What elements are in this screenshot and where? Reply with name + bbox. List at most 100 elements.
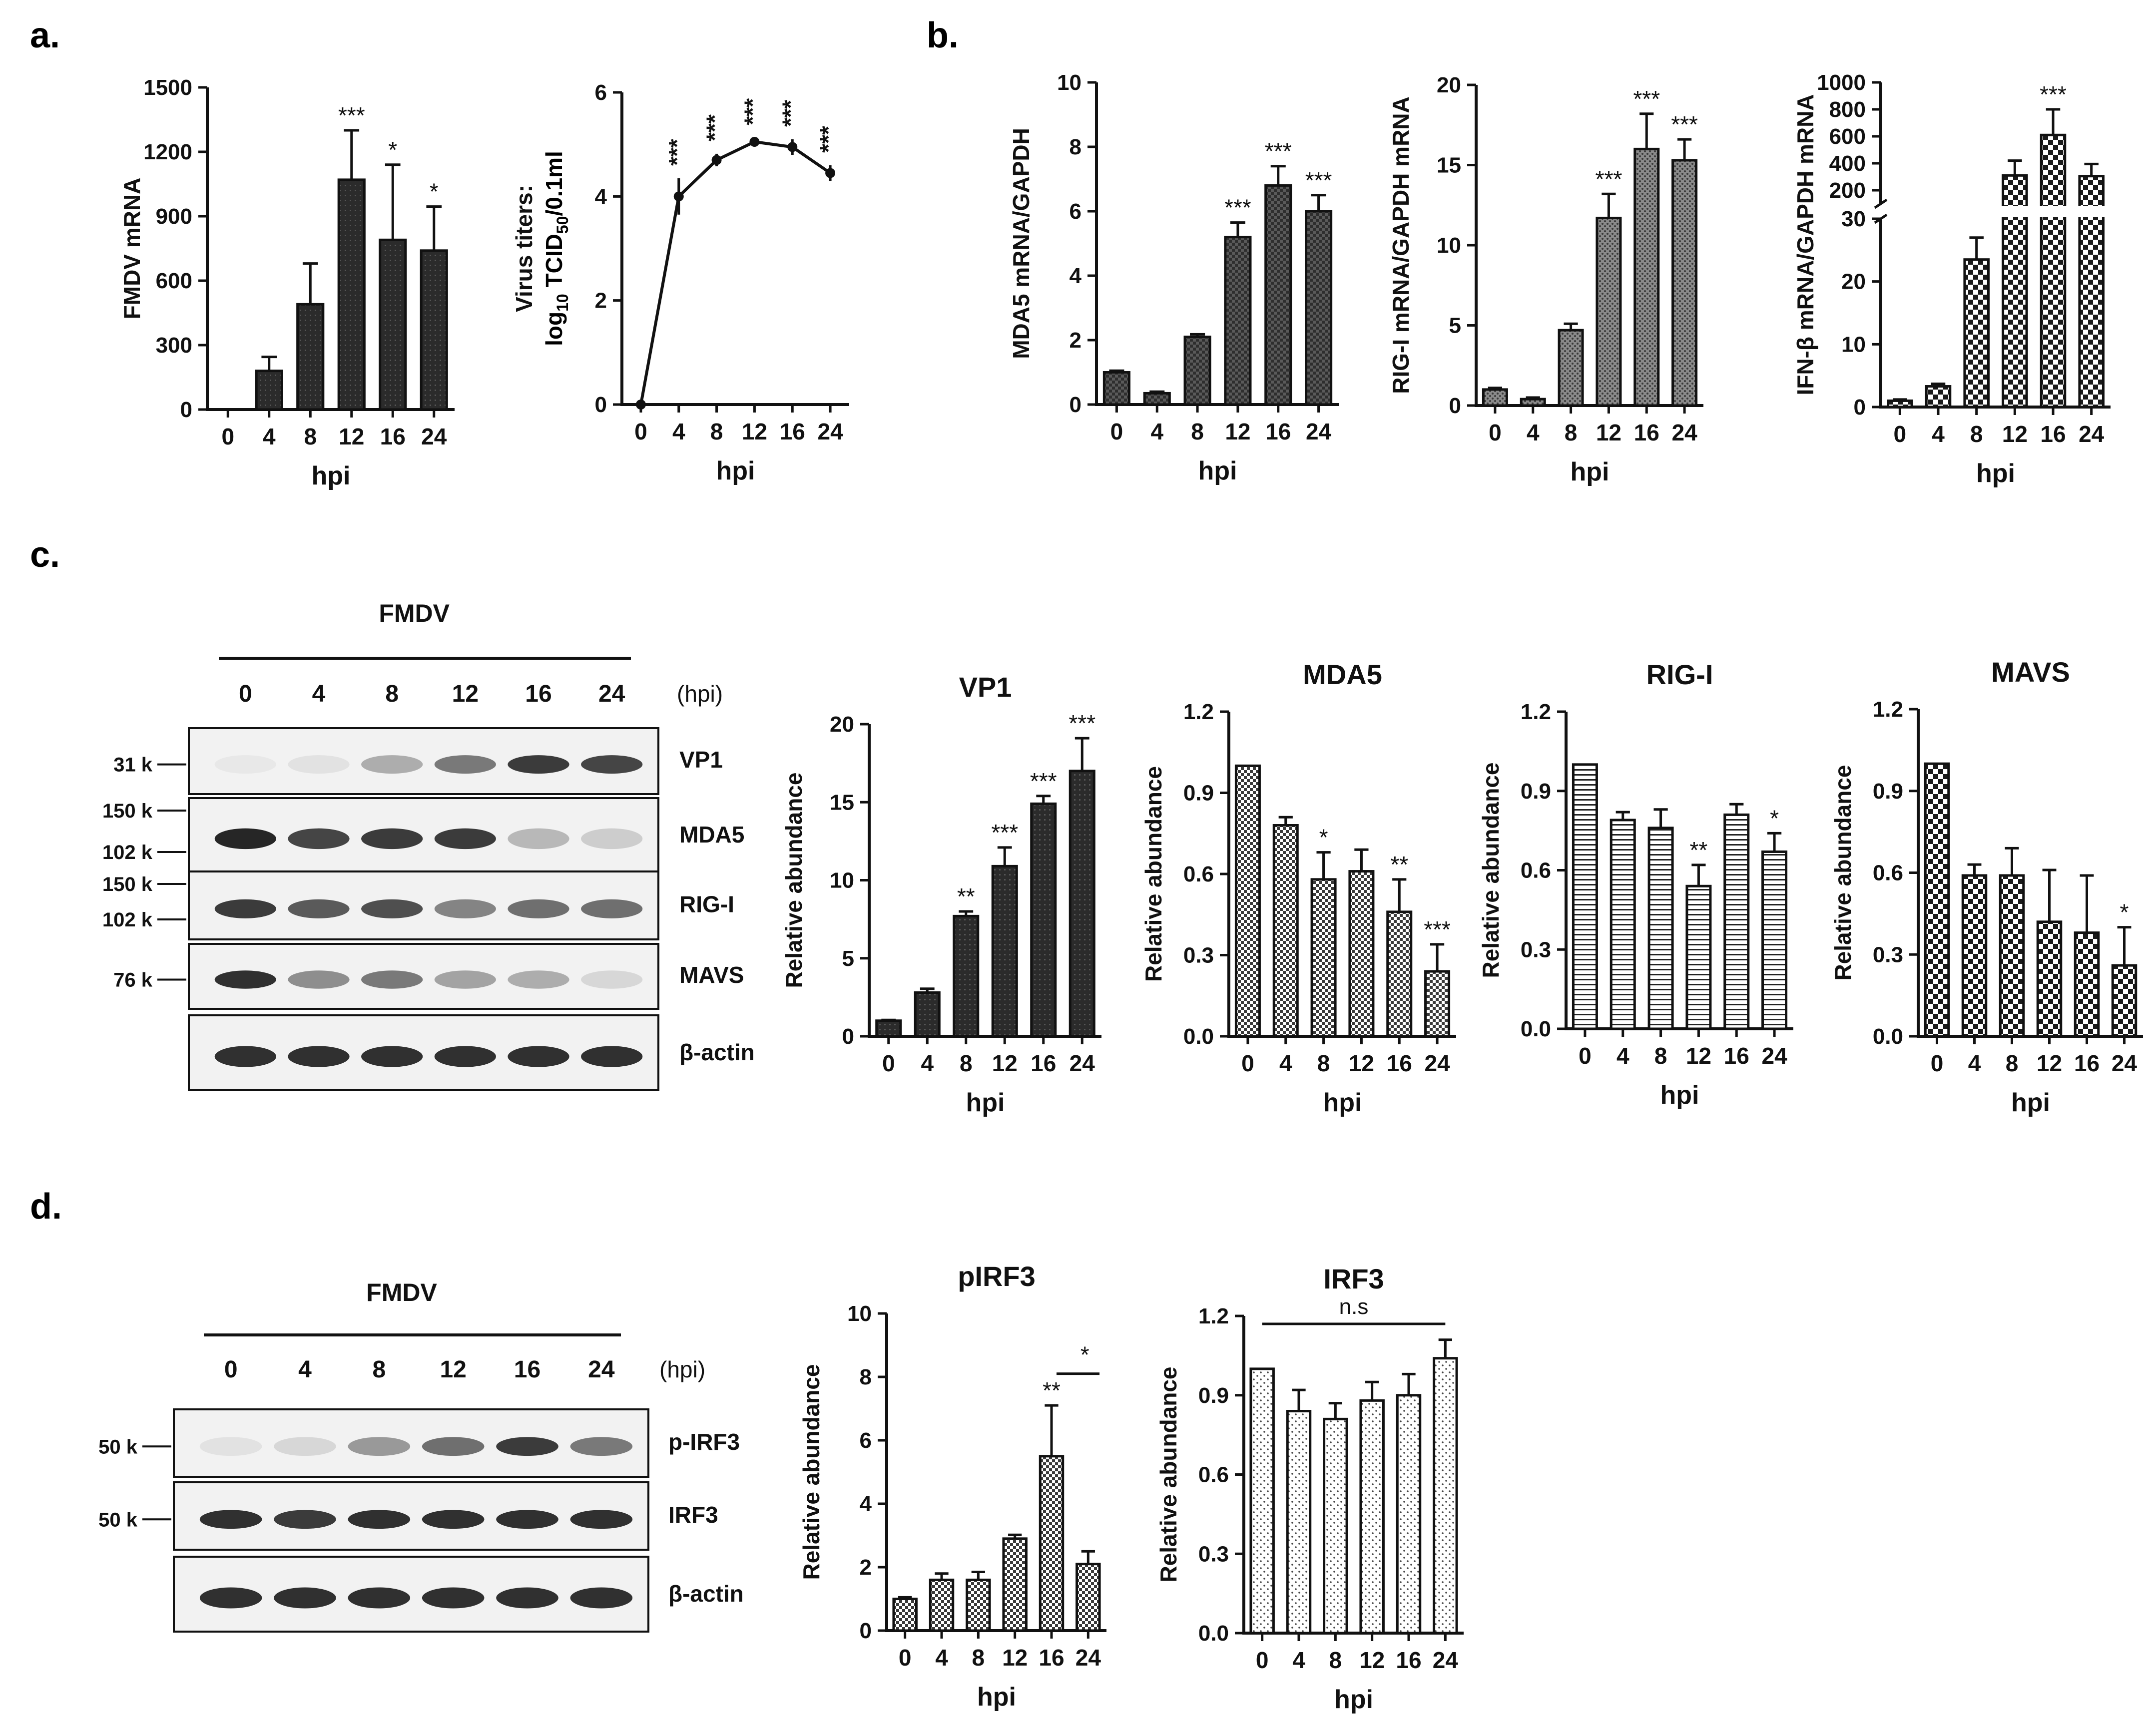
- blot-lane-label: 8: [372, 1356, 386, 1383]
- bar: [966, 1578, 991, 1632]
- y-axis-label: Relative abundance: [1155, 1366, 1181, 1582]
- blot-protein-label: MDA5: [679, 822, 744, 848]
- significance-label: ***: [1224, 195, 1251, 221]
- significance-label: *: [388, 137, 397, 163]
- y-tick-label: 0.9: [1183, 781, 1214, 806]
- bar: [1723, 813, 1750, 1030]
- western-blot-d: FMDV 0 4 8 12 16 24 (hpi) p-IRF3 50 k IRF3 50 k β-ac…: [98, 1279, 744, 1633]
- y-axis-label: Relative abundance: [1478, 762, 1504, 978]
- bar: [914, 991, 941, 1038]
- y-tick-label: 0: [842, 1024, 854, 1049]
- blot-band: [214, 970, 276, 989]
- x-tick-label: 8: [304, 424, 317, 449]
- y-tick-label: 4: [595, 184, 607, 209]
- bar: [379, 238, 407, 411]
- bar: [1102, 371, 1130, 406]
- x-tick-label: 24: [817, 419, 843, 444]
- blot-band: [199, 1437, 262, 1456]
- blot-membrane: [173, 1408, 649, 1478]
- x-tick-label: 12: [1359, 1647, 1385, 1673]
- blot-protein-label: p-IRF3: [668, 1429, 740, 1455]
- bar: [1887, 399, 1913, 409]
- x-tick-label: 12: [339, 424, 364, 449]
- x-tick-label: 0: [1489, 420, 1502, 445]
- y-tick-label: 0.3: [1873, 942, 1903, 967]
- blot-unit-label: (hpi): [677, 681, 723, 707]
- bar: [1069, 770, 1095, 1038]
- molecular-weight-marker: 31 k: [113, 754, 153, 776]
- x-tick-label: 16: [780, 419, 805, 444]
- y-tick-label: 1.2: [1183, 700, 1214, 724]
- x-tick-label: 8: [1317, 1050, 1330, 1076]
- y-tick-label: 5: [1449, 314, 1461, 338]
- unit-text: TCID: [541, 234, 567, 294]
- molecular-weight-marker: 150 k: [102, 873, 153, 895]
- molecular-weight-marker: 50 k: [98, 1509, 138, 1531]
- bar: [1323, 1417, 1348, 1635]
- x-axis-label: hpi: [966, 1088, 1005, 1117]
- data-point: [711, 155, 722, 165]
- x-tick-label: 24: [1306, 419, 1332, 444]
- x-axis-label: hpi: [1571, 457, 1610, 486]
- chart-title: IRF3: [1323, 1263, 1384, 1294]
- significance-label: ***: [1030, 768, 1057, 794]
- bar: [929, 1578, 955, 1632]
- bar: [1925, 385, 1952, 409]
- significance-label: ***: [1069, 710, 1095, 736]
- bar: [1572, 763, 1598, 1030]
- bar: [1433, 1357, 1458, 1635]
- blot-band: [288, 1046, 350, 1067]
- y-tick-label: 800: [1829, 97, 1866, 122]
- y-tick-label: 0.9: [1198, 1383, 1229, 1408]
- y-axis-label-units: log10 TCID50/0.1ml: [541, 151, 571, 346]
- x-tick-label: 16: [1724, 1043, 1749, 1069]
- y-tick-label: 0.3: [1198, 1542, 1229, 1566]
- bar: [296, 303, 325, 411]
- x-axis-label: hpi: [1334, 1685, 1373, 1714]
- bar: [1685, 884, 1712, 1030]
- bar: [1286, 1410, 1312, 1635]
- bar: [1183, 336, 1211, 406]
- blot-row: IRF3 50 k: [98, 1481, 718, 1551]
- y-tick-label: 300: [156, 333, 192, 358]
- x-tick-label: 8: [1654, 1043, 1667, 1069]
- blot-band: [214, 755, 276, 774]
- blot-band: [434, 1046, 496, 1067]
- blot-band: [581, 755, 643, 774]
- bar: [1596, 216, 1622, 407]
- blot-row: β-actin: [188, 1014, 755, 1091]
- x-tick-label: 0: [1256, 1647, 1269, 1673]
- x-tick-label: 8: [960, 1050, 973, 1076]
- bar: [1558, 329, 1584, 407]
- bar: [1224, 236, 1252, 406]
- x-tick-label: 12: [992, 1050, 1018, 1076]
- blot-band: [348, 1587, 411, 1609]
- y-tick-label: 0: [860, 1619, 872, 1643]
- y-tick-label: 10: [847, 1301, 872, 1326]
- blot-lane-label: 24: [598, 681, 625, 707]
- y-tick-label: 900: [156, 204, 192, 229]
- y-tick-label: 0.0: [1873, 1024, 1903, 1049]
- significance-label: **: [957, 883, 975, 909]
- blot-band: [581, 899, 643, 918]
- y-tick-label: 0.6: [1183, 862, 1214, 886]
- bar: [1359, 1399, 1385, 1635]
- molecular-weight-marker: 102 k: [102, 842, 153, 863]
- y-tick-label: 0: [1449, 394, 1461, 418]
- blot-band: [288, 828, 350, 850]
- data-point: [787, 142, 798, 152]
- blot-band: [496, 1510, 558, 1529]
- x-tick-label: 8: [1970, 421, 1983, 447]
- x-axis-label: hpi: [1660, 1081, 1699, 1110]
- x-tick-label: 16: [1265, 419, 1291, 444]
- y-tick-label: 6: [595, 80, 607, 105]
- x-tick-label: 4: [1292, 1647, 1305, 1673]
- significance-label: **: [1043, 1377, 1061, 1403]
- blot-lane-label: 4: [312, 681, 326, 707]
- data-point: [673, 191, 684, 202]
- y-tick-label: 0.6: [1873, 861, 1903, 885]
- bar-break-gap: [2039, 206, 2067, 217]
- bar: [1272, 824, 1299, 1038]
- y-tick-label: 10: [830, 868, 854, 893]
